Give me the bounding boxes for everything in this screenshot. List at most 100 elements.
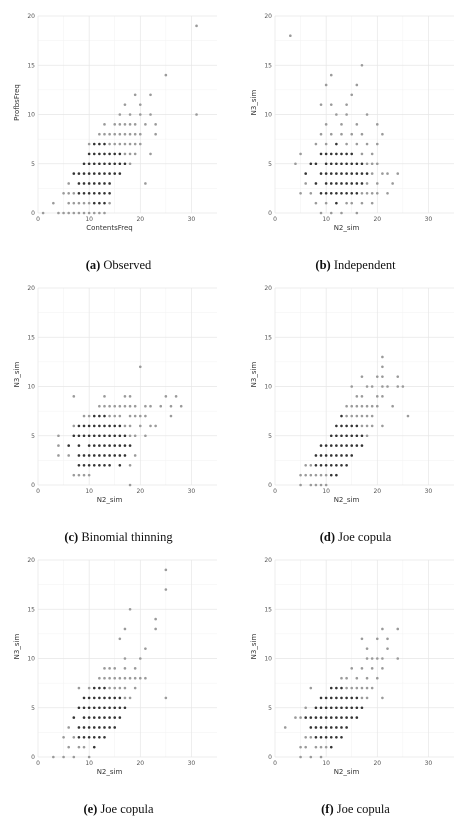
- panel-caption-a: (a) Observed: [0, 258, 237, 273]
- scatter-point: [304, 716, 307, 719]
- scatter-point: [375, 123, 379, 126]
- scatter-point: [381, 385, 384, 388]
- scatter-point: [345, 142, 348, 146]
- scatter-point: [365, 434, 369, 438]
- scatter-point: [340, 162, 343, 166]
- scatter-point: [149, 404, 152, 408]
- y-tick-label: 15: [264, 606, 272, 613]
- y-axis-label: N3_sim: [250, 362, 258, 388]
- scatter-point: [335, 152, 338, 156]
- scatter-point: [319, 103, 323, 106]
- scatter-point: [299, 483, 302, 487]
- scatter-point: [87, 736, 91, 739]
- scatter-point: [340, 686, 343, 690]
- scatter-point: [335, 473, 338, 477]
- scatter-point: [396, 172, 400, 175]
- scatter-point: [98, 414, 101, 418]
- scatter-point: [77, 454, 81, 457]
- scatter-point: [324, 182, 328, 185]
- scatter-point: [299, 192, 302, 195]
- scatter-point: [103, 142, 106, 146]
- scatter-point: [375, 182, 379, 185]
- caption-text: Observed: [100, 258, 152, 272]
- scatter-point: [108, 201, 111, 205]
- scatter-point: [128, 424, 132, 428]
- scatter-point: [113, 696, 117, 700]
- scatter-point: [381, 355, 384, 359]
- scatter-point: [375, 162, 379, 166]
- scatter-point: [324, 444, 328, 447]
- scatter-point: [365, 385, 369, 388]
- scatter-point: [108, 404, 111, 408]
- scatter-point: [299, 755, 302, 759]
- x-tick-label: 10: [322, 216, 330, 223]
- scatter-point: [72, 211, 76, 215]
- scatter-point: [77, 424, 81, 428]
- scatter-point: [294, 162, 297, 166]
- scatter-plot-b: 0 10 20 30 0 5 10 15 20 N2_sim N3_sim: [250, 13, 454, 232]
- scatter-point: [304, 473, 307, 477]
- scatter-point: [72, 192, 76, 195]
- scatter-point: [355, 434, 359, 438]
- y-tick-label: 20: [264, 557, 272, 564]
- scatter-point: [118, 152, 122, 156]
- scatter-point: [360, 395, 364, 398]
- scatter-point: [77, 464, 81, 467]
- scatter-point: [345, 113, 348, 116]
- scatter-point: [335, 113, 338, 116]
- scatter-point: [360, 424, 364, 428]
- scatter-point: [299, 152, 302, 156]
- scatter-point: [335, 201, 338, 205]
- scatter-point: [98, 404, 101, 408]
- scatter-point: [375, 375, 379, 378]
- scatter-point: [335, 464, 338, 467]
- scatter-point: [57, 211, 60, 215]
- scatter-point: [103, 395, 106, 398]
- scatter-point: [355, 444, 359, 447]
- scatter-point: [360, 404, 364, 408]
- scatter-point: [355, 676, 359, 680]
- scatter-point: [304, 172, 307, 175]
- scatter-point: [108, 454, 111, 457]
- scatter-point: [123, 454, 127, 457]
- scatter-point: [319, 132, 323, 136]
- scatter-point: [72, 434, 76, 438]
- scatter-point: [360, 132, 364, 136]
- y-tick-label: 15: [27, 606, 35, 613]
- scatter-point: [108, 142, 111, 146]
- scatter-point: [360, 414, 364, 418]
- scatter-point: [92, 182, 96, 185]
- scatter-point: [391, 182, 394, 185]
- scatter-point: [67, 201, 70, 205]
- scatter-point: [329, 103, 333, 106]
- scatter-point: [345, 404, 348, 408]
- scatter-point: [289, 34, 292, 37]
- x-axis-label: N2_sim: [334, 768, 360, 776]
- scatter-point: [169, 404, 173, 408]
- scatter-point: [365, 172, 369, 175]
- scatter-point: [309, 162, 313, 166]
- scatter-point: [355, 404, 359, 408]
- scatter-point: [324, 201, 328, 205]
- y-tick-label: 20: [27, 13, 35, 20]
- scatter-point: [82, 696, 86, 700]
- scatter-point: [360, 637, 364, 641]
- scatter-point: [324, 483, 328, 487]
- scatter-point: [113, 667, 117, 670]
- scatter-point: [299, 473, 302, 477]
- scatter-point: [365, 404, 369, 408]
- scatter-point: [335, 696, 338, 700]
- scatter-point: [340, 676, 343, 680]
- scatter-point: [324, 696, 328, 700]
- scatter-point: [329, 132, 333, 136]
- y-tick-label: 0: [268, 210, 272, 217]
- panel-caption-f: (f) Joe copula: [237, 802, 474, 817]
- scatter-point: [360, 172, 364, 175]
- scatter-point: [128, 444, 132, 447]
- scatter-point: [381, 365, 384, 369]
- scatter-point: [92, 745, 96, 749]
- scatter-point: [103, 444, 106, 447]
- scatter-point: [365, 657, 369, 660]
- scatter-point: [108, 152, 111, 156]
- scatter-point: [340, 726, 343, 729]
